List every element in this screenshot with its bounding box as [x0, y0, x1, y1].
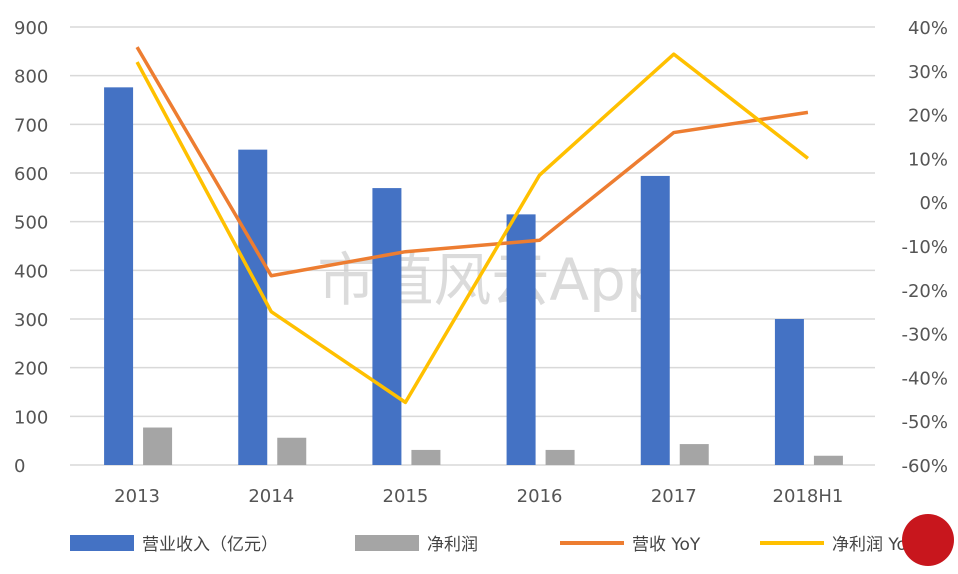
- bar-net-profit: [545, 449, 575, 465]
- left-tick-label: 100: [14, 407, 48, 428]
- bar-revenue: [372, 188, 402, 465]
- line-net-profit-yoy: [135, 52, 809, 405]
- legend-swatch: [355, 535, 419, 551]
- logo-seal: [902, 514, 954, 566]
- bar-revenue: [238, 149, 268, 465]
- x-tick-label: 2013: [114, 486, 160, 507]
- x-tick-label: 2015: [383, 486, 429, 507]
- right-tick-label: 0%: [919, 193, 948, 214]
- bar-revenue: [774, 319, 804, 465]
- left-tick-label: 600: [14, 164, 48, 185]
- legend-label: 净利润 YoY: [832, 535, 918, 555]
- right-tick-label: 20%: [908, 106, 948, 127]
- right-tick-label: 30%: [908, 62, 948, 83]
- left-tick-label: 500: [14, 213, 48, 234]
- legend-label: 营收 YoY: [632, 535, 701, 555]
- left-tick-label: 300: [14, 310, 48, 331]
- legend-label: 净利润: [427, 535, 478, 555]
- bar-revenue: [104, 87, 134, 465]
- bar-net-profit: [143, 427, 173, 465]
- right-tick-label: -10%: [901, 237, 948, 258]
- line-revenue-yoy: [135, 46, 809, 278]
- left-tick-label: 700: [14, 115, 48, 136]
- legend-swatch: [70, 535, 134, 551]
- bar-net-profit: [277, 437, 307, 465]
- x-tick-label: 2018H1: [773, 486, 844, 507]
- left-tick-label: 800: [14, 67, 48, 88]
- bar-net-profit: [813, 455, 843, 465]
- bar-net-profit: [411, 449, 441, 465]
- left-tick-label: 200: [14, 359, 48, 380]
- right-tick-label: -40%: [901, 368, 948, 389]
- right-tick-label: 10%: [908, 149, 948, 170]
- x-tick-label: 2017: [651, 486, 697, 507]
- right-tick-label: 40%: [908, 18, 948, 39]
- left-tick-label: 400: [14, 261, 48, 282]
- legend-label: 营业收入（亿元）: [142, 535, 278, 555]
- right-tick-label: -60%: [901, 456, 948, 477]
- right-tick-label: -20%: [901, 281, 948, 302]
- x-tick-label: 2016: [517, 486, 563, 507]
- left-tick-label: 900: [14, 18, 48, 39]
- right-tick-label: -50%: [901, 412, 948, 433]
- x-tick-label: 2014: [248, 486, 294, 507]
- bar-revenue: [506, 214, 536, 465]
- bar-revenue: [640, 175, 670, 466]
- left-tick-label: 0: [14, 456, 25, 477]
- bar-net-profit: [679, 444, 709, 465]
- right-tick-label: -30%: [901, 325, 948, 346]
